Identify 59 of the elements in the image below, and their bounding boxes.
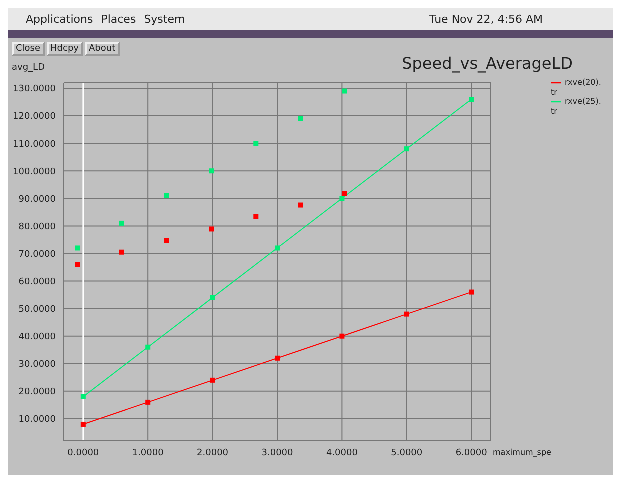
point (404, 146, 410, 152)
text: About (85, 42, 120, 56)
y-tick-label: 70.0000 (18, 250, 56, 260)
text: System (144, 12, 186, 26)
y-tick-label: 100.0000 (13, 167, 56, 178)
x-tick-label: 4.0000 (326, 448, 358, 458)
x-tick-label: 0.0000 (68, 448, 100, 458)
text: Hdcpy (46, 42, 83, 56)
y-tick-label: 120.0000 (13, 112, 56, 122)
point (210, 378, 216, 383)
point (209, 168, 214, 174)
point (340, 334, 345, 339)
point (254, 214, 259, 220)
x-axis-title: maximum_spe (493, 448, 552, 457)
y-tick-label: 80.0000 (18, 222, 56, 232)
point (210, 295, 216, 300)
point (164, 238, 170, 244)
y-tick-label: 40.0000 (18, 332, 56, 343)
point (298, 202, 304, 208)
text: Places (101, 12, 136, 26)
y-tick-label: 30.0000 (18, 360, 56, 370)
point (80, 394, 86, 400)
point (275, 246, 280, 251)
point (404, 312, 410, 317)
point (146, 400, 151, 405)
point (340, 196, 345, 202)
y-tick-label: 20.0000 (18, 388, 56, 398)
point (209, 226, 214, 232)
point (469, 290, 474, 295)
point (342, 88, 348, 94)
text: Tue Nov 22, 4:56 AM (430, 12, 543, 26)
y-tick-label: 50.0000 (18, 305, 56, 316)
point (164, 193, 170, 198)
y-tick-label: 90.0000 (18, 194, 56, 205)
x-tick-label: 6.0000 (456, 448, 488, 458)
x-tick-label: 3.0000 (262, 448, 294, 458)
point (146, 344, 151, 350)
text: Applications (26, 12, 94, 26)
point (119, 220, 124, 226)
point (75, 262, 80, 268)
legend-label: rxve(25).tr (551, 97, 602, 116)
y-tick-label: 130.0000 (13, 84, 56, 95)
point (275, 356, 280, 361)
y-tick-label: 60.0000 (18, 277, 56, 288)
point (80, 422, 86, 427)
x-tick-label: 5.0000 (391, 448, 423, 458)
y-tick-label: 110.0000 (13, 140, 56, 150)
point (298, 116, 304, 122)
x-tick-label: 1.0000 (132, 448, 164, 458)
point (342, 191, 348, 196)
point (254, 141, 259, 146)
point (469, 97, 474, 102)
y-axis-title: avg_LD (12, 63, 45, 73)
x-tick-label: 2.0000 (197, 448, 229, 458)
point (75, 246, 80, 251)
y-tick-label: 10.0000 (18, 415, 56, 426)
text: Close (12, 42, 45, 56)
chart-title: Speed_vs_AverageLD (402, 54, 573, 73)
point (119, 250, 124, 255)
